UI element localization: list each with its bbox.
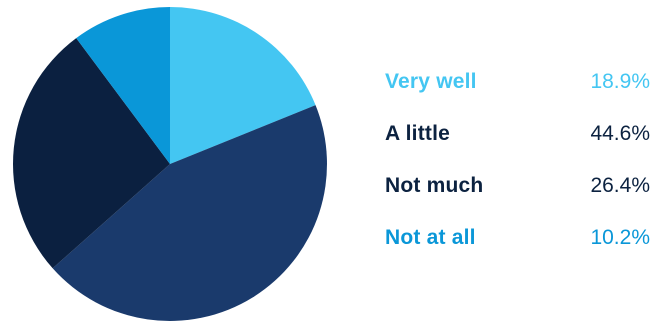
legend-label: A little [385, 122, 450, 145]
pie-chart [13, 7, 327, 321]
legend-item-a-little: A little 44.6% [385, 112, 656, 164]
legend-label: Not at all [385, 226, 476, 249]
legend-item-not-much: Not much 26.4% [385, 164, 656, 216]
legend-value: 26.4% [590, 174, 650, 197]
legend-value: 10.2% [590, 226, 650, 249]
legend: Very well 18.9% A little 44.6% Not much … [385, 60, 656, 268]
legend-value: 44.6% [590, 122, 650, 145]
pie-slice-very-well [170, 7, 316, 164]
legend-item-very-well: Very well 18.9% [385, 60, 656, 112]
pie-slice-not-at-all [76, 7, 170, 164]
legend-label: Not much [385, 174, 484, 197]
legend-item-not-at-all: Not at all 10.2% [385, 216, 656, 268]
pie-slice-not-much [13, 38, 170, 269]
legend-value: 18.9% [590, 70, 650, 93]
legend-label: Very well [385, 70, 477, 93]
pie-slice-a-little [52, 105, 327, 321]
